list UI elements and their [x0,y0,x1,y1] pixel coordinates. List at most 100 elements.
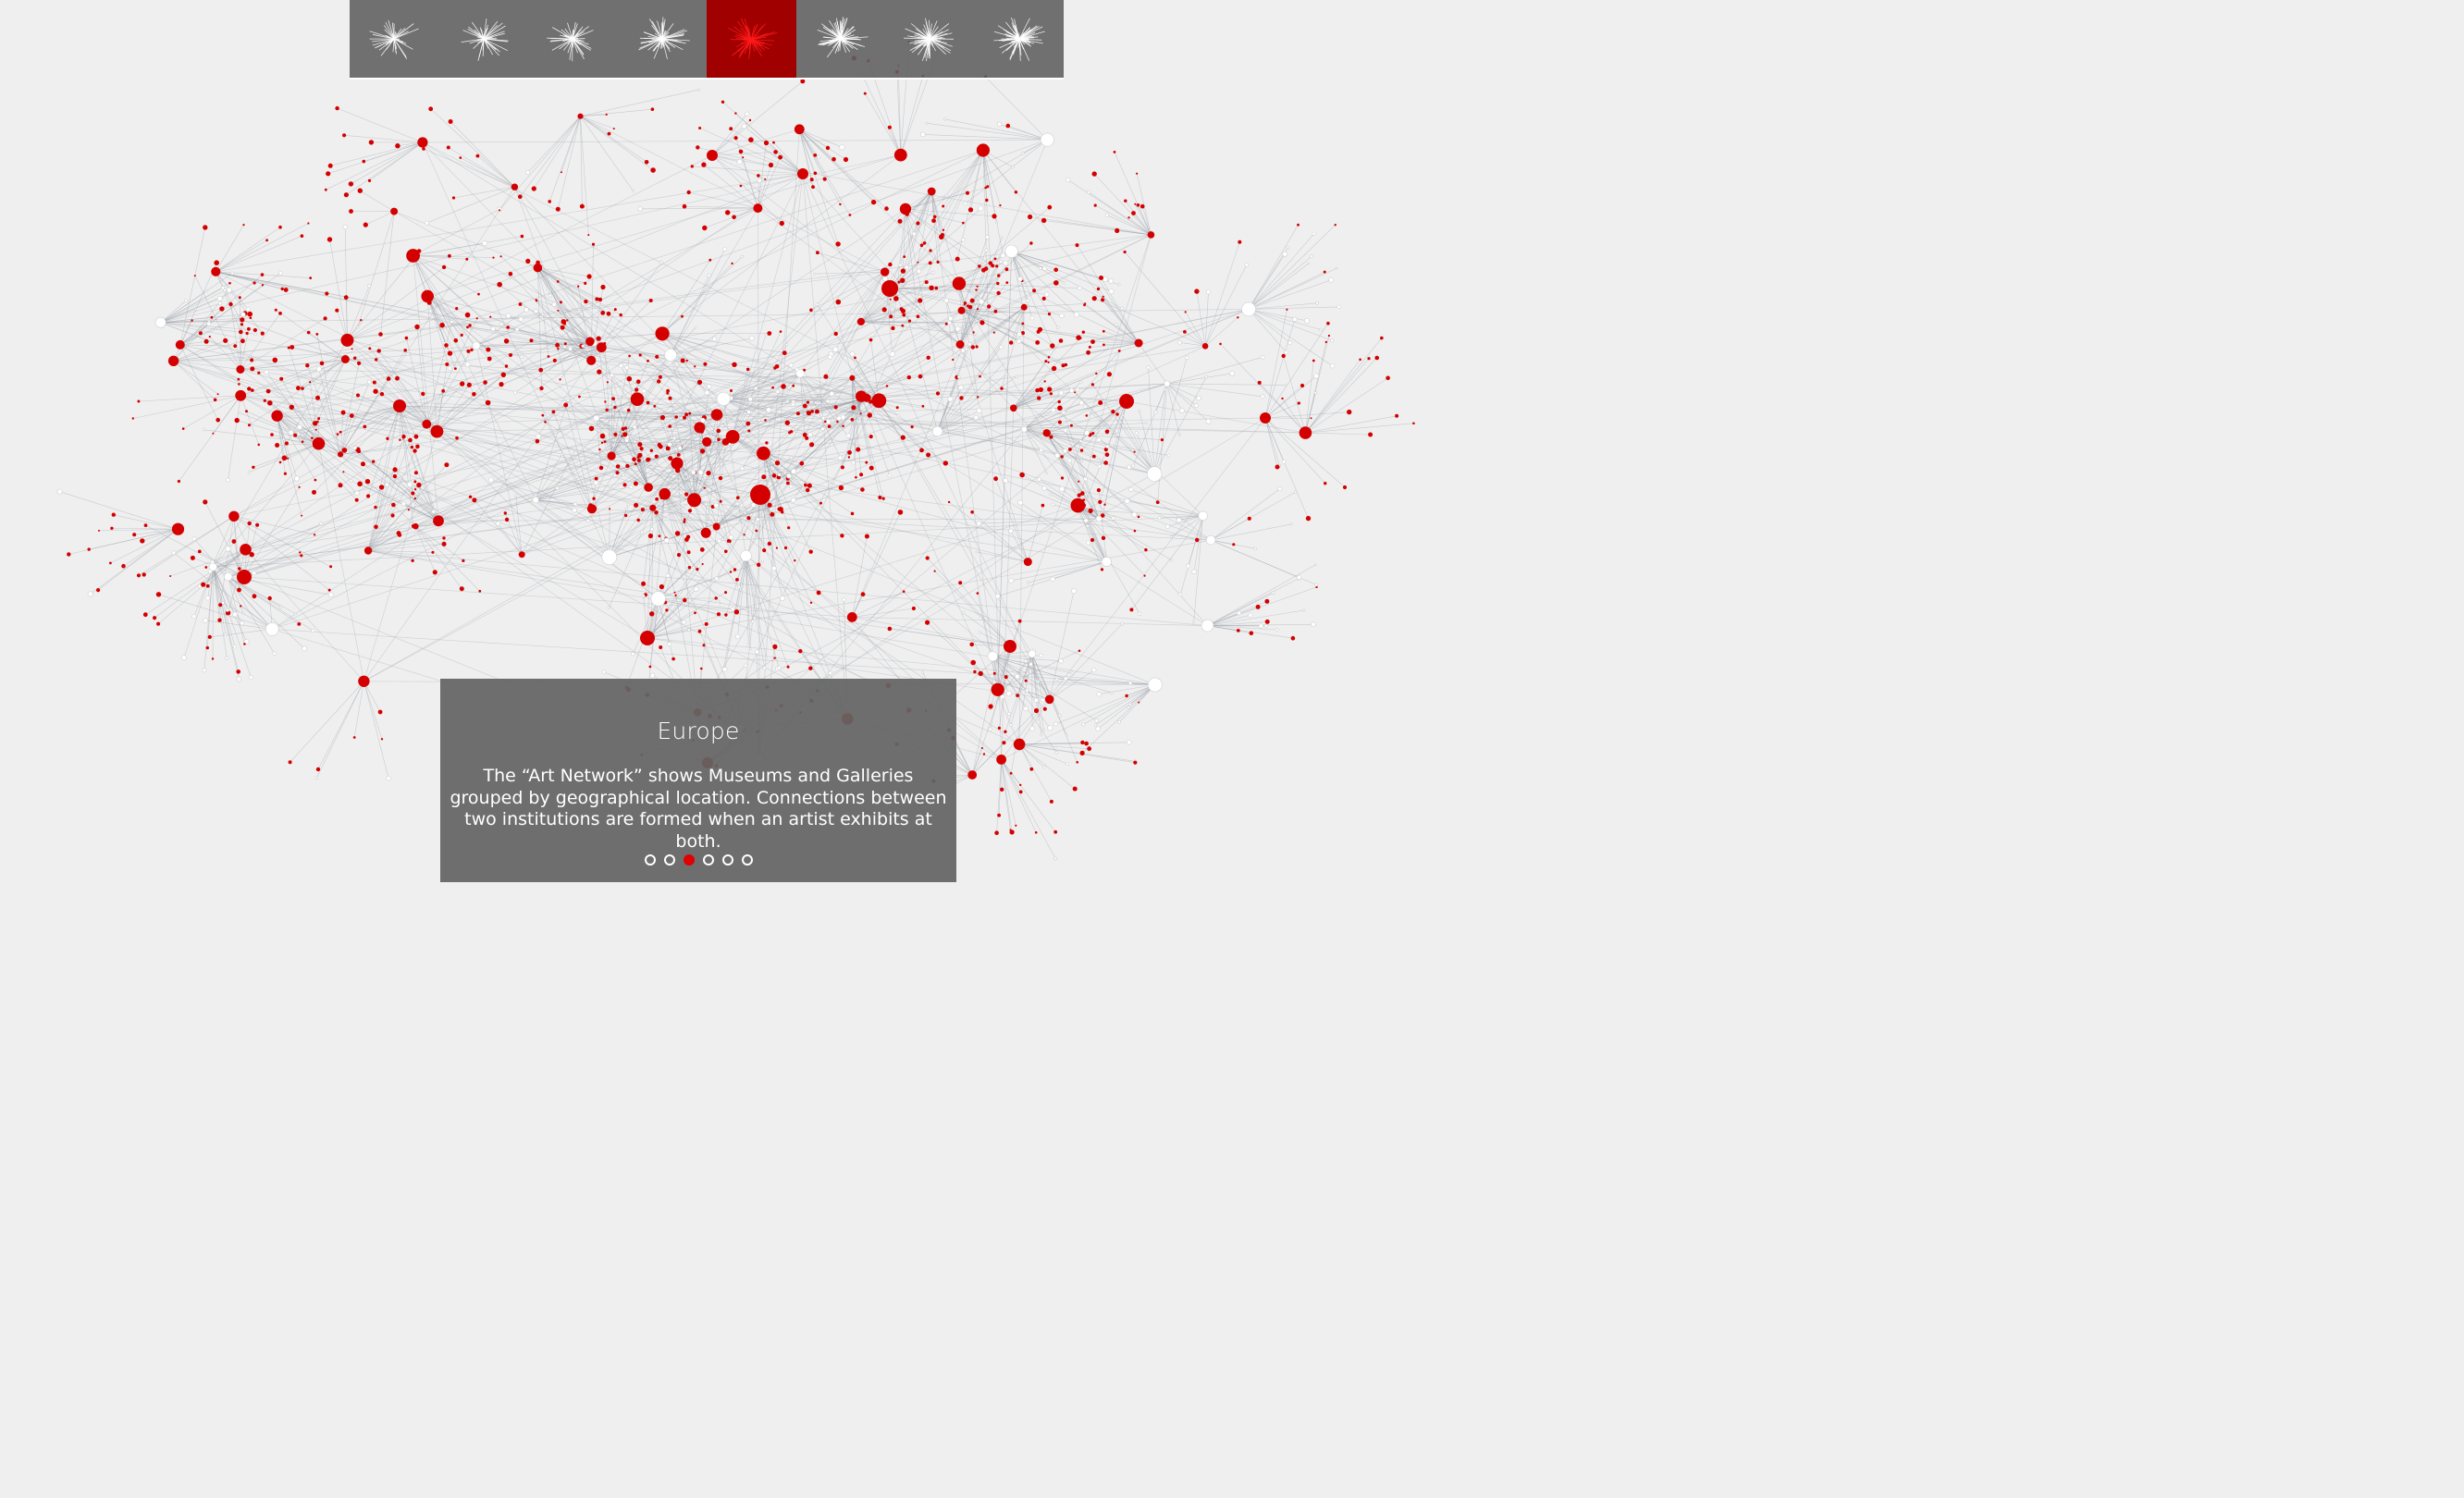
network-leaf-node [1334,224,1337,227]
network-leaf-node [448,119,453,124]
pagination-dot-4[interactable] [702,854,714,866]
network-leaf-node [843,156,849,163]
network-leaf-node [1319,327,1323,332]
network-leaf-node [588,425,595,432]
pagination-dot-2[interactable] [663,854,675,866]
network-leaf-node [228,301,233,307]
network-leaf-node [903,255,906,258]
network-leaf-node [674,594,677,596]
pagination-dot-5[interactable] [721,854,733,866]
network-thumbnail-3[interactable] [528,0,618,78]
network-leaf-node [207,319,211,323]
network-hub-node [224,572,233,582]
network-hub-node [228,510,240,522]
pagination-dot-3[interactable] [683,854,695,866]
network-leaf-node [203,338,209,344]
network-leaf-node [514,327,520,332]
network-leaf-node [898,263,903,267]
network-leaf-node [740,466,745,471]
network-leaf-node [228,281,231,285]
network-leaf-node [1104,213,1109,217]
network-thumbnail-5[interactable] [707,0,796,80]
network-leaf-node [1038,387,1043,392]
network-leaf-node [825,419,832,425]
network-hub-node [607,451,616,460]
network-leaf-node [1127,464,1132,470]
pagination-dot-6[interactable] [741,854,753,866]
network-leaf-node [618,363,623,368]
network-leaf-node [674,415,678,419]
network-leaf-node [658,374,662,379]
network-leaf-node [932,215,937,219]
network-leaf-node [1367,357,1371,361]
network-leaf-node [247,311,253,317]
network-leaf-node [807,483,812,488]
network-leaf-node [978,299,985,305]
network-leaf-node [307,222,310,225]
network-hub-node [987,651,998,662]
network-leaf-node [1300,383,1305,388]
network-hub-node [1299,426,1312,439]
network-leaf-node [621,426,625,431]
network-leaf-node [750,502,757,508]
network-thumbnail-1[interactable] [350,0,439,78]
network-leaf-node [1140,203,1145,209]
network-leaf-node [640,508,645,512]
network-thumbnail-2[interactable] [439,0,529,78]
network-leaf-node [301,387,304,390]
network-leaf-node [1324,340,1328,344]
network-leaf-node [631,651,635,657]
network-leaf-node [1021,322,1025,325]
network-leaf-node [962,221,965,225]
network-thumbnail-6[interactable] [796,0,886,78]
network-leaf-node [357,361,362,365]
network-leaf-node [1131,211,1136,215]
network-leaf-node [536,434,541,439]
network-leaf-node [297,424,302,430]
network-leaf-node [1047,387,1053,392]
network-leaf-node [1025,688,1029,693]
network-leaf-node [999,344,1004,350]
pagination-dot-1[interactable] [644,854,656,866]
network-leaf-node [203,618,208,623]
network-leaf-node [1057,399,1061,404]
network-leaf-node [1177,433,1181,436]
network-leaf-node [447,365,452,371]
network-leaf-node [859,473,864,477]
network-leaf-node [745,608,748,612]
network-leaf-node [98,529,100,532]
network-leaf-node [725,210,731,215]
network-thumbnail-8[interactable] [975,0,1065,78]
network-leaf-node [272,651,277,657]
network-leaf-node [325,291,329,296]
network-leaf-node [413,480,417,484]
network-leaf-node [663,537,670,544]
network-leaf-node [655,497,659,501]
network-leaf-node [1284,383,1287,387]
network-leaf-node [1395,413,1399,418]
art-network-graph[interactable] [0,0,1450,882]
network-leaf-node [684,518,686,521]
network-leaf-node [975,333,978,337]
network-thumbnail-4[interactable] [618,0,708,78]
network-leaf-node [279,376,284,381]
network-leaf-node [1058,338,1064,343]
network-leaf-node [867,412,872,418]
network-leaf-node [790,497,796,503]
network-leaf-node [672,436,677,440]
network-leaf-node [198,331,203,336]
network-leaf-node [177,479,180,484]
network-leaf-node [690,165,694,168]
network-leaf-node [698,127,702,129]
network-leaf-node [809,308,813,313]
network-thumbnail-7[interactable] [885,0,975,78]
network-hub-node [577,113,584,119]
network-leaf-node [258,280,262,284]
network-leaf-node [251,388,254,392]
network-leaf-node [460,381,465,387]
network-leaf-node [1078,286,1082,291]
network-leaf-node [425,220,429,226]
network-hub-node [716,391,731,406]
network-hub-node [757,446,770,460]
network-leaf-node [1282,251,1288,257]
